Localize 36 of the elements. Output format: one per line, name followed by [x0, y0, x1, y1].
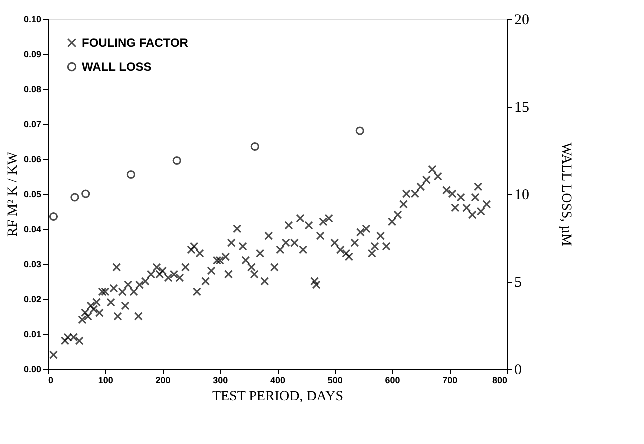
y-tick-label: 0.01 — [24, 330, 42, 340]
x-tick-label: 800 — [492, 376, 508, 386]
y-tick-label: 0.04 — [24, 224, 42, 234]
y2-tick-label: 15 — [514, 100, 530, 116]
point — [126, 170, 136, 180]
point — [356, 126, 364, 136]
x-tick-label: 0 — [48, 376, 54, 386]
y-tick-label: 0.07 — [24, 120, 42, 130]
y-tick-label: 0.05 — [24, 190, 42, 200]
x-tick-label: 300 — [213, 376, 228, 386]
point — [172, 156, 182, 166]
y-tick-label: 0.09 — [24, 50, 42, 60]
x-tick-label: 400 — [270, 376, 286, 386]
legend-label: FOULING FACTOR — [82, 36, 189, 50]
y-tick-label: 0.10 — [24, 14, 42, 24]
legend-label: WALL LOSS — [82, 60, 152, 74]
x-tick-label: 600 — [385, 376, 400, 386]
point — [82, 190, 90, 198]
point — [250, 142, 260, 152]
y-tick-label: 0.02 — [24, 294, 42, 304]
point — [49, 212, 58, 222]
x-tick-label: 700 — [442, 376, 458, 386]
y2-tick-label: 10 — [514, 188, 530, 204]
x-axis-title: TEST PERIOD, DAYS — [212, 390, 344, 404]
y-tick-label: 0.06 — [24, 154, 42, 164]
y-axis-title: RF M² K / KW — [6, 151, 21, 238]
y-tick-label: 0.08 — [24, 84, 42, 94]
y2-tick-label: 20 — [514, 12, 530, 28]
x-tick-label: 500 — [328, 376, 343, 386]
y-tick-label: 0.00 — [24, 364, 42, 374]
y2-axis-title: WALL LOSS, µM — [558, 142, 574, 247]
x-tick-label: 200 — [156, 376, 171, 386]
y2-tick-label: 5 — [514, 275, 522, 291]
x-tick-label: 100 — [98, 376, 114, 386]
y-tick-label: 0.03 — [24, 260, 42, 270]
point — [70, 193, 80, 202]
